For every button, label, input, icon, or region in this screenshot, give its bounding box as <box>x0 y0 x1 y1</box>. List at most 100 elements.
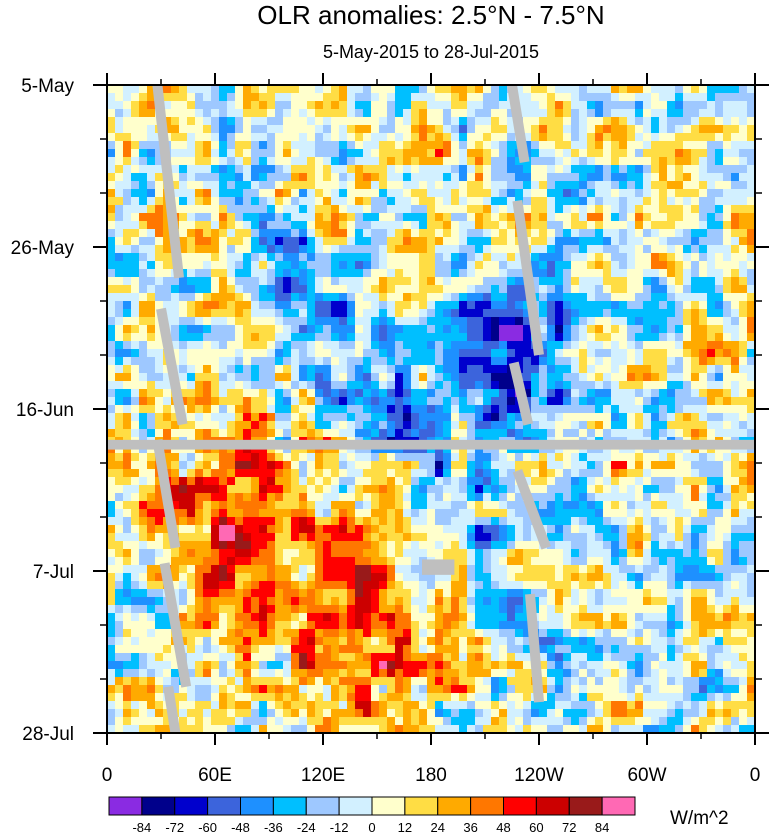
heatmap-cell <box>131 325 140 334</box>
heatmap-cell <box>219 277 228 286</box>
heatmap-cell <box>635 405 644 414</box>
heatmap-cell <box>427 501 436 510</box>
heatmap-cell <box>347 277 356 286</box>
heatmap-cell <box>131 533 140 542</box>
heatmap-cell <box>515 157 524 166</box>
heatmap-cell <box>227 565 236 574</box>
heatmap-cell <box>675 533 684 542</box>
heatmap-cell <box>619 429 628 438</box>
heatmap-cell <box>539 293 548 302</box>
heatmap-cell <box>123 301 132 310</box>
heatmap-cell <box>163 373 172 382</box>
heatmap-cell <box>147 429 156 438</box>
heatmap-cell <box>579 213 588 222</box>
heatmap-cell <box>355 485 364 494</box>
heatmap-cell <box>403 213 412 222</box>
heatmap-cell <box>219 181 228 190</box>
heatmap-cell <box>707 461 716 470</box>
heatmap-cell <box>115 309 124 318</box>
heatmap-cell <box>339 517 348 526</box>
heatmap-cell <box>107 277 116 286</box>
heatmap-cell <box>107 333 116 342</box>
heatmap-cell <box>171 509 180 518</box>
heatmap-cell <box>539 101 548 110</box>
heatmap-cell <box>259 117 268 126</box>
heatmap-cell <box>699 261 708 270</box>
heatmap-cell <box>379 389 388 398</box>
heatmap-cell <box>379 357 388 366</box>
heatmap-cell <box>195 181 204 190</box>
heatmap-cell <box>187 389 196 398</box>
heatmap-cell <box>539 485 548 494</box>
heatmap-cell <box>659 261 668 270</box>
heatmap-cell <box>531 405 540 414</box>
heatmap-cell <box>475 181 484 190</box>
heatmap-cell <box>571 541 580 550</box>
heatmap-cell <box>163 365 172 374</box>
heatmap-cell <box>667 317 676 326</box>
heatmap-cell <box>515 341 524 350</box>
heatmap-cell <box>147 237 156 246</box>
heatmap-cell <box>179 237 188 246</box>
heatmap-cell <box>443 85 452 94</box>
heatmap-cell <box>619 277 628 286</box>
heatmap-cell <box>187 309 196 318</box>
heatmap-cell <box>523 509 532 518</box>
heatmap-cell <box>579 117 588 126</box>
heatmap-cell <box>667 293 676 302</box>
heatmap-cell <box>587 453 596 462</box>
heatmap-cell <box>683 533 692 542</box>
heatmap-cell <box>611 277 620 286</box>
heatmap-cell <box>611 173 620 182</box>
heatmap-cell <box>243 309 252 318</box>
heatmap-cell <box>651 453 660 462</box>
heatmap-cell <box>483 325 492 334</box>
heatmap-cell <box>123 373 132 382</box>
heatmap-cell <box>499 333 508 342</box>
heatmap-cell <box>731 365 740 374</box>
heatmap-cell <box>267 405 276 414</box>
heatmap-cell <box>363 93 372 102</box>
heatmap-cell <box>339 549 348 558</box>
heatmap-cell <box>267 237 276 246</box>
heatmap-cell <box>435 477 444 486</box>
heatmap-cell <box>667 533 676 542</box>
heatmap-cell <box>243 125 252 134</box>
heatmap-cell <box>267 165 276 174</box>
heatmap-cell <box>219 149 228 158</box>
heatmap-cell <box>251 253 260 262</box>
heatmap-cell <box>563 309 572 318</box>
heatmap-cell <box>163 269 172 278</box>
heatmap-cell <box>187 381 196 390</box>
heatmap-cell <box>483 229 492 238</box>
heatmap-cell <box>435 365 444 374</box>
heatmap-cell <box>699 349 708 358</box>
heatmap-cell <box>139 421 148 430</box>
heatmap-cell <box>379 421 388 430</box>
heatmap-cell <box>539 197 548 206</box>
heatmap-cell <box>275 485 284 494</box>
heatmap-cell <box>299 413 308 422</box>
heatmap-cell <box>211 557 220 566</box>
heatmap-cell <box>435 301 444 310</box>
heatmap-cell <box>163 421 172 430</box>
heatmap-cell <box>723 93 732 102</box>
heatmap-cell <box>683 253 692 262</box>
heatmap-cell <box>603 317 612 326</box>
heatmap-cell <box>131 469 140 478</box>
heatmap-cell <box>483 341 492 350</box>
heatmap-cell <box>547 101 556 110</box>
heatmap-cell <box>595 413 604 422</box>
heatmap-cell <box>331 277 340 286</box>
heatmap-cell <box>627 205 636 214</box>
heatmap-cell <box>363 229 372 238</box>
heatmap-cell <box>275 285 284 294</box>
heatmap-cell <box>195 541 204 550</box>
heatmap-cell <box>451 429 460 438</box>
heatmap-cell <box>459 261 468 270</box>
heatmap-cell <box>107 85 116 94</box>
heatmap-cell <box>267 373 276 382</box>
heatmap-cell <box>611 221 620 230</box>
heatmap-cell <box>379 133 388 142</box>
heatmap-cell <box>667 549 676 558</box>
